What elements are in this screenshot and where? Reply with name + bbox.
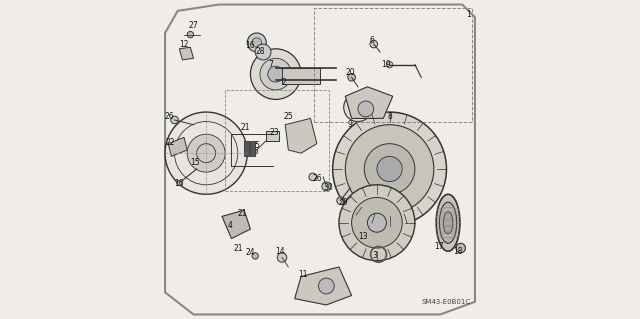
Text: 21: 21	[241, 123, 250, 132]
Polygon shape	[179, 47, 193, 60]
Circle shape	[319, 278, 334, 294]
Circle shape	[377, 156, 402, 182]
Text: 22: 22	[165, 137, 175, 147]
Text: 29: 29	[339, 198, 349, 207]
Text: 26: 26	[312, 174, 322, 183]
Circle shape	[456, 243, 465, 253]
Circle shape	[268, 66, 284, 82]
Polygon shape	[222, 210, 250, 239]
Circle shape	[252, 253, 259, 259]
Circle shape	[187, 32, 193, 38]
Circle shape	[250, 49, 301, 100]
FancyBboxPatch shape	[250, 141, 255, 156]
Circle shape	[253, 149, 258, 154]
Text: 5: 5	[254, 141, 259, 150]
Circle shape	[344, 93, 372, 122]
Text: 12: 12	[179, 40, 189, 48]
Circle shape	[187, 134, 225, 172]
Polygon shape	[294, 267, 351, 305]
Text: 4: 4	[227, 221, 232, 230]
Circle shape	[355, 104, 361, 110]
Text: 15: 15	[190, 158, 200, 167]
Text: 18: 18	[453, 247, 462, 256]
Circle shape	[337, 197, 344, 204]
Text: 28: 28	[255, 48, 265, 56]
Circle shape	[177, 181, 182, 186]
Circle shape	[255, 44, 271, 60]
FancyBboxPatch shape	[244, 141, 249, 156]
Text: 2: 2	[281, 78, 286, 86]
Circle shape	[171, 116, 179, 124]
Text: 14: 14	[276, 247, 285, 256]
Text: 25: 25	[284, 112, 293, 121]
Text: 3: 3	[373, 251, 378, 260]
Text: 10: 10	[175, 179, 184, 188]
Text: 17: 17	[434, 242, 444, 251]
Circle shape	[351, 197, 402, 248]
Circle shape	[387, 62, 393, 68]
Text: 8: 8	[387, 112, 392, 121]
Text: 7: 7	[269, 60, 273, 69]
Text: 21: 21	[238, 209, 247, 218]
Text: 16: 16	[246, 41, 255, 50]
Text: 9: 9	[348, 120, 353, 129]
Circle shape	[309, 173, 317, 181]
Ellipse shape	[440, 202, 457, 243]
Circle shape	[333, 112, 447, 226]
Ellipse shape	[444, 212, 453, 234]
Text: 30: 30	[323, 183, 333, 192]
Text: 13: 13	[358, 233, 367, 241]
Circle shape	[277, 253, 287, 262]
Text: 19: 19	[381, 60, 391, 69]
Text: 11: 11	[298, 271, 307, 279]
Polygon shape	[346, 87, 393, 118]
Text: 23: 23	[269, 128, 279, 137]
Circle shape	[370, 40, 378, 48]
FancyBboxPatch shape	[266, 131, 279, 141]
Text: SM43-E0B01C: SM43-E0B01C	[421, 299, 470, 305]
Text: 21: 21	[233, 243, 243, 253]
Text: 26: 26	[165, 112, 175, 121]
Circle shape	[358, 101, 374, 117]
Circle shape	[367, 213, 387, 232]
Circle shape	[339, 185, 415, 261]
Text: 6: 6	[370, 36, 374, 45]
FancyBboxPatch shape	[282, 68, 320, 84]
Circle shape	[350, 100, 366, 115]
Circle shape	[346, 125, 434, 213]
Circle shape	[322, 182, 331, 191]
Ellipse shape	[436, 194, 460, 251]
Text: 27: 27	[189, 21, 198, 30]
Circle shape	[247, 33, 266, 52]
Polygon shape	[285, 118, 317, 153]
Circle shape	[364, 144, 415, 194]
Polygon shape	[168, 137, 187, 156]
Circle shape	[165, 112, 247, 194]
Circle shape	[252, 38, 262, 47]
Text: 1: 1	[467, 10, 471, 19]
Text: 24: 24	[246, 248, 255, 257]
Text: 20: 20	[345, 68, 355, 77]
Circle shape	[348, 73, 355, 81]
Circle shape	[260, 58, 292, 90]
